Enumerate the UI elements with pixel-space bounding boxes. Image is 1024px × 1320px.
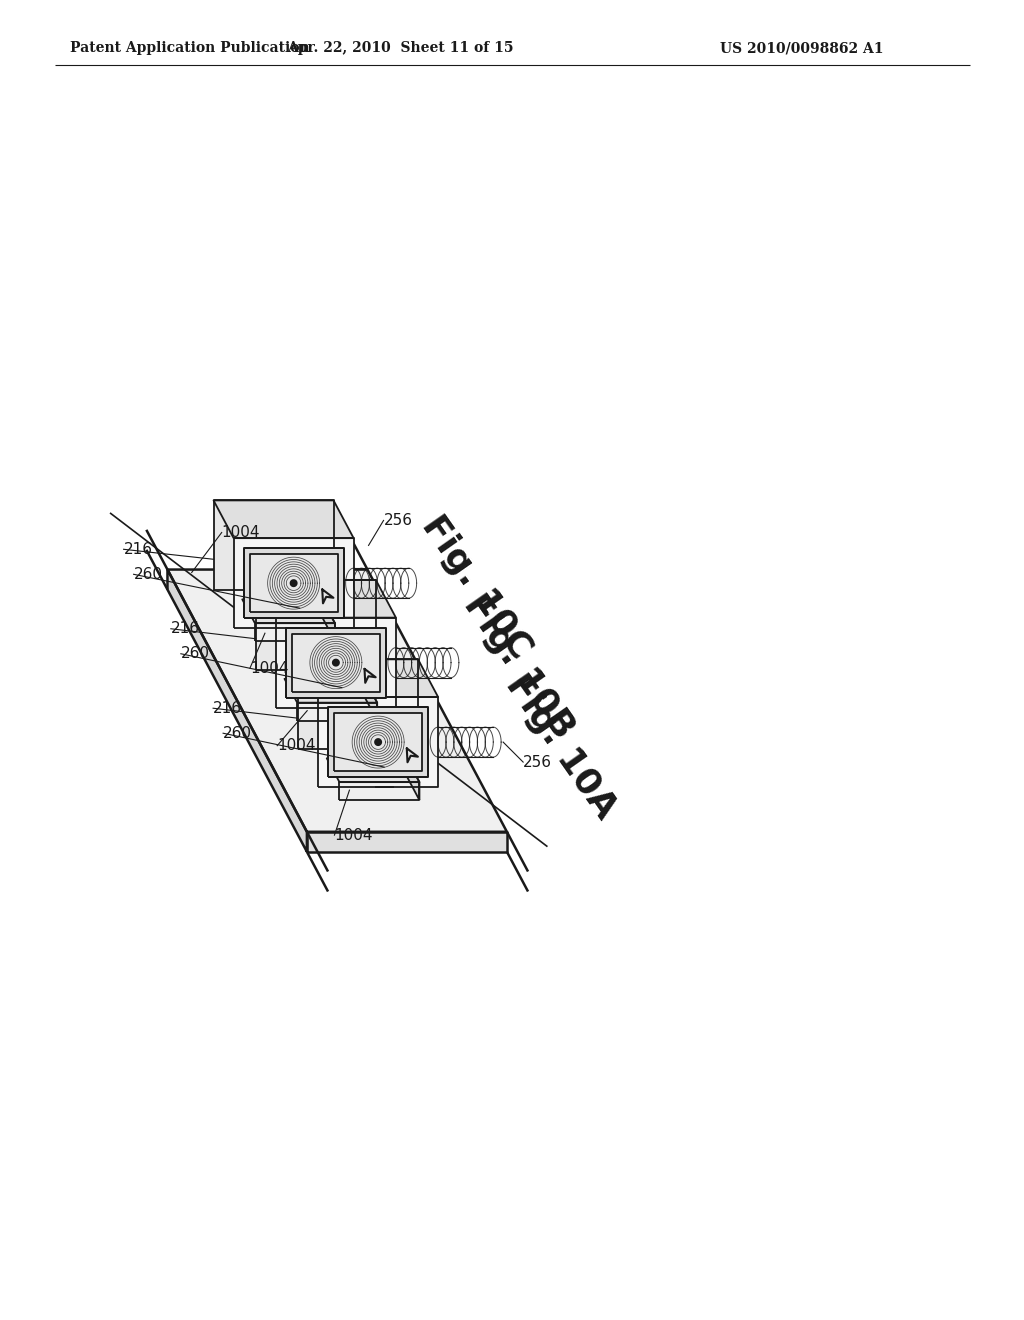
Polygon shape [168, 569, 307, 851]
Text: 216: 216 [171, 622, 200, 636]
Polygon shape [292, 634, 380, 692]
Polygon shape [286, 627, 386, 698]
Text: 260: 260 [181, 647, 210, 661]
Text: 1004: 1004 [335, 828, 373, 842]
Polygon shape [214, 500, 353, 539]
Text: 256: 256 [384, 513, 413, 528]
Text: 260: 260 [223, 726, 252, 741]
Polygon shape [307, 832, 507, 851]
Polygon shape [318, 697, 438, 787]
Text: 256: 256 [523, 755, 552, 770]
Text: Fig. 10C: Fig. 10C [415, 510, 538, 665]
Polygon shape [255, 623, 335, 642]
Text: US 2010/0098862 A1: US 2010/0098862 A1 [720, 41, 884, 55]
Polygon shape [298, 660, 418, 750]
Polygon shape [298, 660, 438, 697]
Polygon shape [407, 758, 420, 800]
Text: 216: 216 [213, 701, 242, 715]
Text: Patent Application Publication: Patent Application Publication [70, 41, 309, 55]
Text: 260: 260 [133, 566, 163, 582]
Polygon shape [275, 618, 396, 708]
Polygon shape [339, 783, 420, 800]
Polygon shape [256, 579, 396, 618]
Text: Fig. 10A: Fig. 10A [499, 668, 623, 825]
Polygon shape [365, 678, 377, 721]
Text: 216: 216 [124, 541, 153, 557]
Text: 1004: 1004 [278, 738, 315, 754]
Polygon shape [256, 579, 376, 669]
Polygon shape [214, 500, 334, 590]
Polygon shape [168, 569, 507, 832]
Polygon shape [328, 708, 428, 777]
Polygon shape [250, 554, 338, 612]
Text: Fig. 10B: Fig. 10B [457, 589, 581, 746]
Polygon shape [332, 659, 340, 667]
Polygon shape [327, 758, 420, 783]
Polygon shape [233, 539, 353, 628]
Polygon shape [297, 702, 377, 721]
Polygon shape [285, 678, 377, 702]
Text: 1004: 1004 [221, 525, 260, 540]
Text: 1004: 1004 [250, 661, 289, 676]
Text: Apr. 22, 2010  Sheet 11 of 15: Apr. 22, 2010 Sheet 11 of 15 [287, 41, 513, 55]
Polygon shape [243, 599, 335, 623]
Polygon shape [323, 599, 335, 642]
Polygon shape [334, 713, 422, 771]
Polygon shape [374, 738, 382, 746]
Polygon shape [290, 579, 298, 587]
Polygon shape [244, 548, 344, 618]
